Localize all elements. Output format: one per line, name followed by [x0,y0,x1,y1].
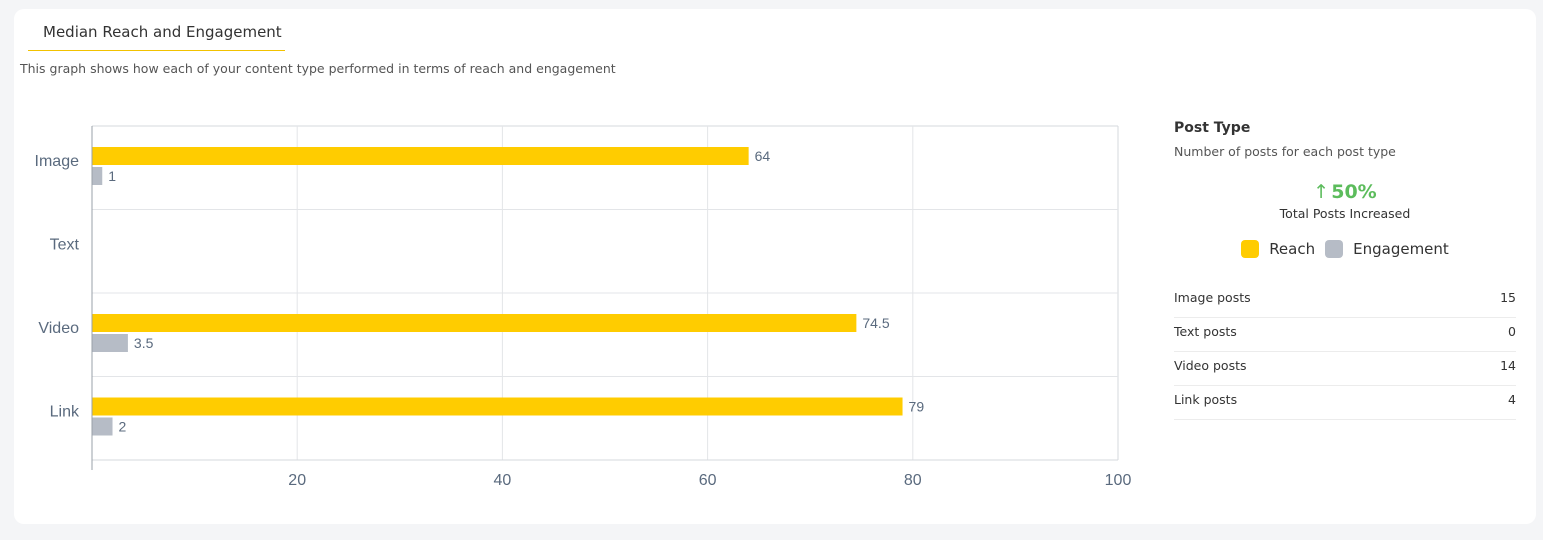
post-row-label: Image posts [1174,290,1251,305]
bar-value-label: 2 [119,419,127,435]
bar-engagement [92,417,113,436]
legend-item-engagement[interactable]: Engagement [1325,240,1449,258]
post-row-text: Text posts 0 [1174,318,1516,352]
post-row-label: Text posts [1174,324,1237,339]
post-row-image: Image posts 15 [1174,284,1516,318]
post-count-list: Image posts 15 Text posts 0 Video posts … [1174,284,1516,420]
y-category-label: Image [35,153,80,170]
post-row-video: Video posts 14 [1174,352,1516,386]
y-category-label: Video [38,320,79,337]
legend: Reach Engagement [1174,240,1516,258]
kpi-value: ↑ 50% [1174,181,1516,203]
x-tick-label: 20 [288,472,306,489]
legend-item-reach[interactable]: Reach [1241,240,1315,258]
y-category-label: Text [50,236,80,253]
tab-median-reach-engagement[interactable]: Median Reach and Engagement [28,22,285,51]
post-row-label: Video posts [1174,358,1247,373]
bar-value-label: 74.5 [862,315,889,331]
post-type-subtitle: Number of posts for each post type [1174,144,1396,159]
post-row-value: 4 [1508,392,1516,407]
bar-reach [92,397,903,416]
bar-chart: 20 40 60 80 100 Image 64 1 Text Video 74.5 3.5 Link 7… [35,125,1132,489]
post-row-label: Link posts [1174,392,1238,407]
bar-reach [92,314,857,332]
legend-label-reach: Reach [1269,240,1316,258]
bar-value-label: 1 [108,168,116,184]
chart-description: This graph shows how each of your conten… [20,61,616,76]
post-type-panel: Post Type Number of posts for each post … [1174,120,1516,420]
post-type-title: Post Type [1174,120,1251,136]
bar-value-label: 79 [909,399,925,415]
post-row-value: 0 [1508,324,1516,339]
bar-reach [92,147,749,165]
kpi-block: ↑ 50% Total Posts Increased [1174,181,1516,221]
x-tick-label: 80 [904,472,922,489]
tab-title: Median Reach and Engagement [43,23,282,41]
post-row-value: 15 [1500,290,1516,305]
post-row-link: Link posts 4 [1174,386,1516,420]
legend-swatch-engagement [1325,240,1344,258]
x-tick-label: 60 [699,472,717,489]
bar-value-label: 3.5 [134,335,154,351]
y-category-label: Link [50,403,80,420]
bar-engagement [92,167,103,185]
bar-value-label: 64 [755,148,771,164]
kpi-caption: Total Posts Increased [1279,206,1411,221]
legend-label-engagement: Engagement [1353,240,1449,258]
x-tick-label: 100 [1105,472,1132,489]
arrow-up-icon: ↑ [1313,181,1330,203]
kpi-percent: 50% [1331,181,1377,203]
legend-swatch-reach [1241,240,1260,258]
bar-engagement [92,334,128,352]
post-row-value: 14 [1500,358,1516,373]
x-tick-label: 40 [494,472,512,489]
reach-engagement-card [14,9,1536,524]
